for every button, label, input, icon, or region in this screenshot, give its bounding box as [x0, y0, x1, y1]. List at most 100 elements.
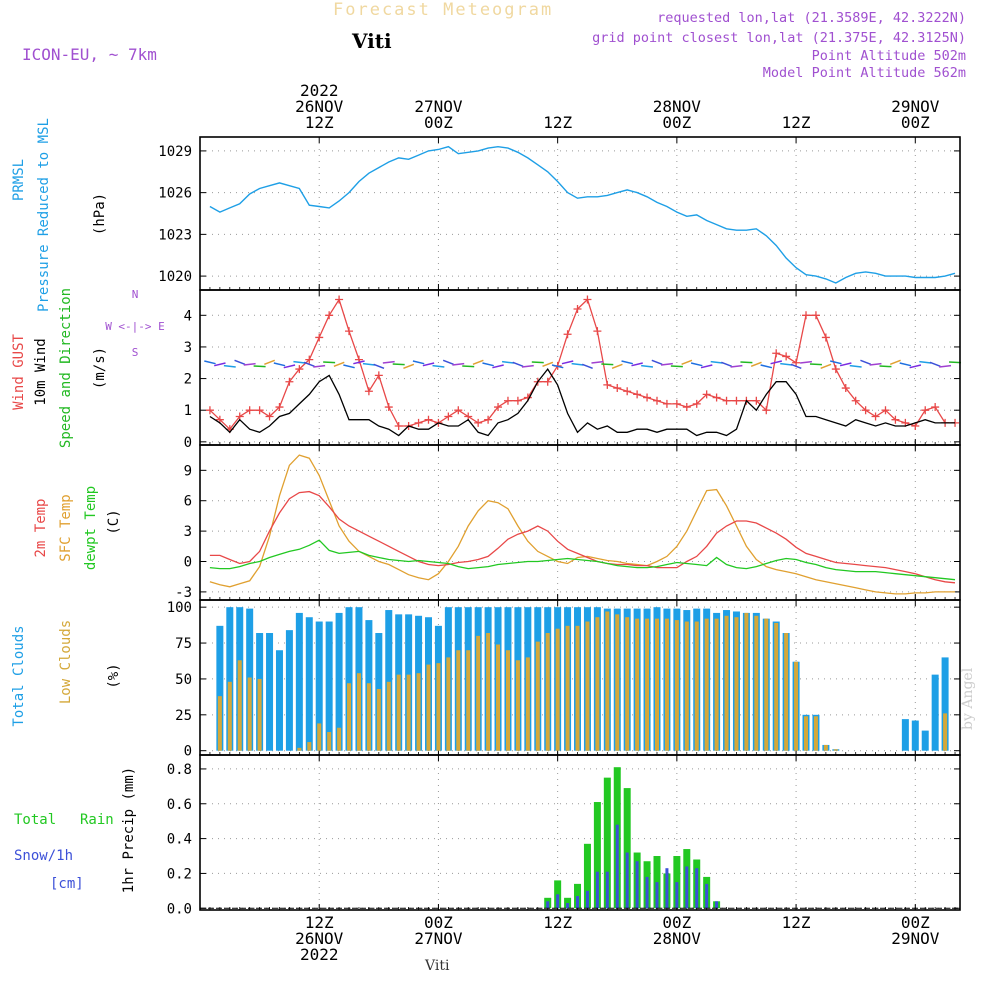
precip-label-rain: Rain — [80, 812, 114, 828]
wind-direction-arrow — [323, 361, 336, 364]
top-time-label: 26NOV — [295, 97, 344, 116]
snow-bar — [546, 901, 550, 909]
low-cloud-bar — [476, 635, 481, 751]
wind-direction-arrow — [462, 365, 475, 368]
low-cloud-bar — [754, 615, 759, 751]
total-cloud-bar — [226, 607, 234, 751]
wind-direction-arrow — [750, 361, 762, 368]
wind-direction-arrow — [571, 362, 584, 366]
y-tick-label: 0.4 — [167, 832, 192, 848]
snow-bar — [665, 868, 669, 909]
rain-bar — [583, 843, 591, 909]
low-cloud-bar — [615, 614, 620, 751]
low-cloud-bar — [416, 673, 421, 751]
wind-direction-arrow — [472, 359, 484, 366]
y-tick-label: 1 — [184, 403, 192, 419]
gust-marker — [851, 396, 860, 405]
top-time-label: 00Z — [424, 113, 453, 132]
gust-marker — [672, 399, 681, 408]
low-cloud-bar — [466, 650, 471, 751]
brand-title: Forecast Meteogram — [333, 0, 554, 20]
wind-label-dir: Speed and Direction — [58, 288, 74, 448]
low-cloud-bar — [515, 660, 520, 751]
temp-label-dew: dewpt Temp — [83, 486, 99, 570]
snow-bar — [585, 890, 589, 909]
gust-marker — [732, 396, 741, 405]
wind-direction-arrow — [373, 363, 385, 370]
low-cloud-bar — [257, 678, 262, 751]
gust-marker — [345, 327, 354, 336]
y-tick-label: 0 — [184, 744, 192, 760]
snow-bar — [556, 894, 560, 909]
total-cloud-bar — [266, 633, 274, 751]
gust-marker — [245, 406, 254, 415]
snow-bar — [715, 901, 719, 909]
gust-marker — [702, 390, 711, 399]
low-cloud-bar — [664, 618, 669, 751]
total-cloud-bar — [941, 657, 949, 751]
wind-direction-arrow — [482, 362, 494, 367]
total-cloud-bar — [345, 607, 353, 751]
low-cloud-bar — [317, 723, 322, 751]
low-cloud-bar — [684, 621, 689, 751]
wind-direction-arrow — [214, 362, 226, 367]
y-tick-label: 25 — [175, 708, 192, 724]
total-cloud-bar — [901, 719, 909, 751]
y-tick-label: 0.2 — [167, 866, 192, 882]
pressure-label-1: PRMSL — [11, 159, 27, 201]
temp-unit: (C) — [106, 509, 122, 534]
y-tick-label: 1020 — [158, 269, 192, 285]
bottom-time-label: 12Z — [305, 913, 334, 932]
low-cloud-bar — [794, 661, 799, 751]
y-tick-label: 1029 — [158, 144, 192, 160]
gust-marker — [603, 380, 612, 389]
total-cloud-bar — [921, 730, 929, 751]
gust-marker — [424, 415, 433, 424]
compass-ew: W <-|-> E — [105, 320, 165, 333]
total-cloud-bar — [325, 621, 333, 751]
panel-pressure: 1020 1023 1026 1029 — [158, 137, 960, 290]
wind-direction-arrow — [343, 364, 355, 369]
gust-marker — [811, 311, 820, 320]
wind-speed-line — [209, 367, 955, 437]
y-tick-label: 1023 — [158, 227, 192, 243]
bottom-time-label: 2022 — [300, 945, 339, 964]
rain-bar — [574, 883, 582, 909]
low-cloud-bar — [396, 674, 401, 751]
low-cloud-bar — [804, 716, 809, 751]
wind-direction-arrow — [660, 362, 673, 366]
wind-direction-arrow — [651, 359, 663, 366]
panel-precip: 0.0 0.2 0.4 0.6 0.8 — [167, 755, 960, 917]
snow-bar — [685, 866, 689, 909]
low-cloud-bar — [784, 633, 789, 751]
low-cloud-bar — [645, 618, 650, 751]
gust-marker — [503, 396, 512, 405]
panel-cloud: 0 25 50 75 100 — [167, 600, 960, 760]
wind-direction-arrow — [561, 360, 574, 365]
gust-marker — [444, 412, 453, 421]
y-tick-label: 3 — [184, 524, 192, 540]
low-cloud-bar — [505, 650, 510, 751]
total-cloud-bar — [335, 612, 343, 751]
top-time-label: 12Z — [543, 113, 572, 132]
gust-marker — [802, 311, 811, 320]
wind-direction-arrow — [641, 364, 654, 368]
snow-bar — [655, 882, 659, 909]
snow-bar — [675, 882, 679, 909]
wind-direction-arrow — [631, 362, 643, 367]
snow-bar — [625, 852, 629, 909]
wind-direction-arrow — [621, 360, 634, 365]
gust-marker — [384, 403, 393, 412]
low-cloud-bar — [426, 664, 431, 751]
gust-marker — [593, 327, 602, 336]
y-tick-label: 50 — [175, 672, 192, 688]
bottom-time-label: 00Z — [662, 913, 691, 932]
wind-direction-arrow — [730, 364, 743, 368]
wind-direction-arrow — [581, 363, 593, 370]
gust-marker — [831, 365, 840, 374]
gust-marker — [871, 412, 880, 421]
wind-direction-arrow — [809, 363, 822, 366]
wind-unit: (m/s) — [92, 347, 108, 389]
gust-marker — [682, 403, 691, 412]
gust-marker — [921, 406, 930, 415]
